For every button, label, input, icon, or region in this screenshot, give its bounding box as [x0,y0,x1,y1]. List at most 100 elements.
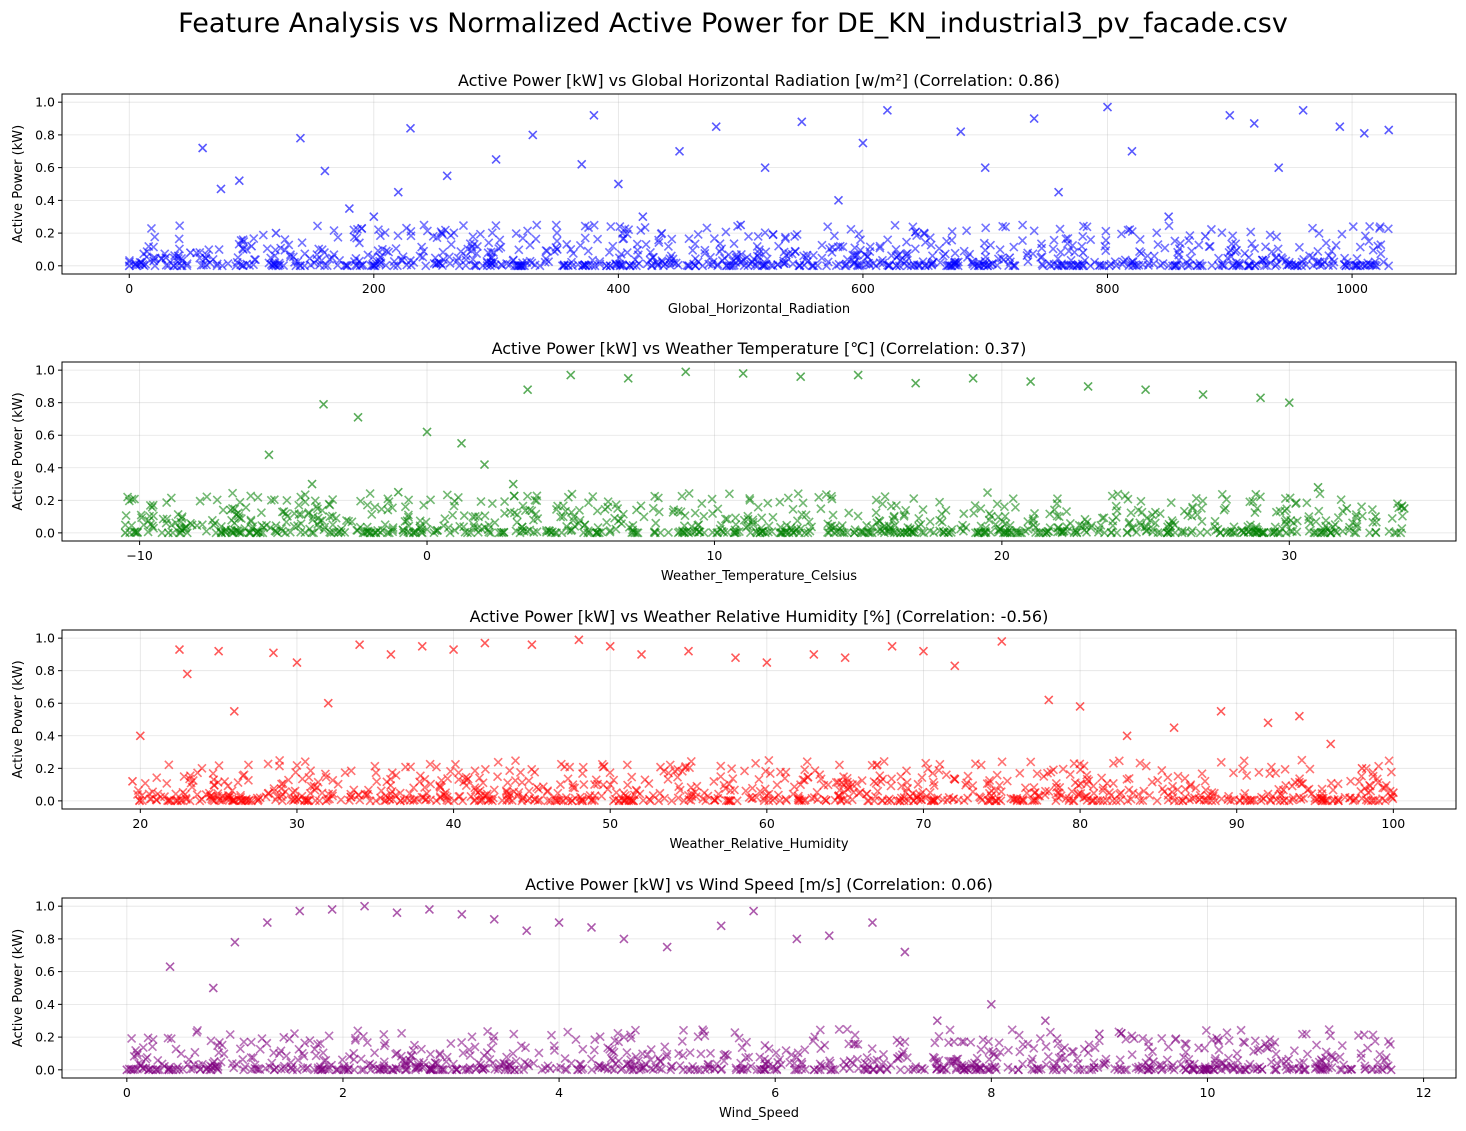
density-mark [1034,528,1044,538]
density-mark [445,528,455,538]
density-mark [809,792,819,803]
density-mark [918,257,928,267]
density-mark [783,493,793,503]
density-mark [1328,785,1338,795]
density-mark [875,243,885,253]
density-mark [505,766,515,776]
density-mark [1376,240,1386,250]
data-point [246,241,257,251]
density-mark [639,512,649,522]
density-mark [998,221,1008,231]
density-mark [444,252,454,262]
density-mark [992,770,1002,780]
density-mark [176,1049,186,1059]
density-mark [695,1065,705,1075]
density-mark [1188,503,1198,513]
density-mark [646,1055,656,1065]
density-mark [899,1047,909,1057]
density-mark [797,1064,807,1074]
density-mark [241,244,252,255]
density-mark [284,240,294,250]
density-mark [1302,498,1312,508]
density-mark [755,786,765,796]
density-mark [1029,508,1040,518]
density-mark [1292,261,1302,271]
density-mark [827,494,837,504]
density-mark [1187,794,1197,804]
density-mark [1234,795,1245,805]
density-mark [823,257,833,267]
data-point [136,257,147,268]
density-mark [741,1037,752,1047]
density-mark [1197,769,1207,779]
density-mark [253,492,263,503]
y-axis-label: Active Power (kW) [11,929,26,1047]
density-mark [684,763,695,773]
density-mark [842,527,852,538]
density-mark [511,228,521,239]
density-mark [1360,231,1370,241]
density-mark [852,250,863,260]
density-mark [426,495,436,505]
density-mark [441,1057,451,1067]
density-mark [552,1063,562,1073]
density-mark [1294,792,1305,802]
density-mark [300,528,310,538]
density-mark [592,527,602,537]
density-mark [558,796,568,806]
density-mark [683,1064,693,1075]
density-mark [1135,234,1145,245]
density-mark [1023,1039,1033,1049]
density-mark [1144,1053,1154,1063]
density-mark [838,242,848,252]
density-mark [1067,1046,1077,1056]
density-mark [1128,256,1138,266]
density-mark [531,234,541,244]
density-mark [1141,761,1151,771]
density-mark [446,1038,456,1049]
density-mark [951,1063,961,1073]
density-mark [1384,526,1394,537]
density-mark [1094,1036,1104,1046]
density-mark [609,775,619,785]
density-mark [419,500,429,510]
density-mark [1336,495,1346,505]
density-mark [339,1061,349,1071]
y-tick-label: 1.0 [35,363,55,378]
density-mark [1201,1025,1211,1035]
density-mark [455,791,465,801]
density-mark [1020,526,1030,536]
density-mark [1279,796,1289,806]
data-point [1342,503,1352,514]
density-mark [1201,785,1211,795]
density-mark [663,241,673,252]
density-mark [1101,226,1111,236]
data-point [882,105,892,115]
density-mark [1327,1050,1337,1060]
density-mark [632,245,643,255]
density-mark [853,511,863,521]
density-mark [325,512,335,522]
density-mark [1063,1063,1074,1074]
density-mark [983,795,993,805]
density-mark [379,1029,389,1039]
density-mark [1275,528,1285,538]
density-mark [1237,764,1248,774]
density-mark [332,1065,342,1075]
density-mark [1007,1025,1017,1035]
density-mark [678,1050,688,1061]
y-tick-label: 0.6 [35,964,55,979]
density-mark [1246,227,1256,237]
density-mark [124,1064,134,1074]
density-mark [162,497,172,508]
density-mark [379,1065,389,1075]
density-mark [953,257,963,267]
density-mark [278,261,289,271]
density-mark [368,260,379,270]
density-mark [1177,526,1187,536]
data-point [858,138,868,148]
density-mark [559,261,569,271]
density-mark [1376,1064,1386,1074]
density-mark [253,795,263,805]
density-mark [408,1045,418,1056]
